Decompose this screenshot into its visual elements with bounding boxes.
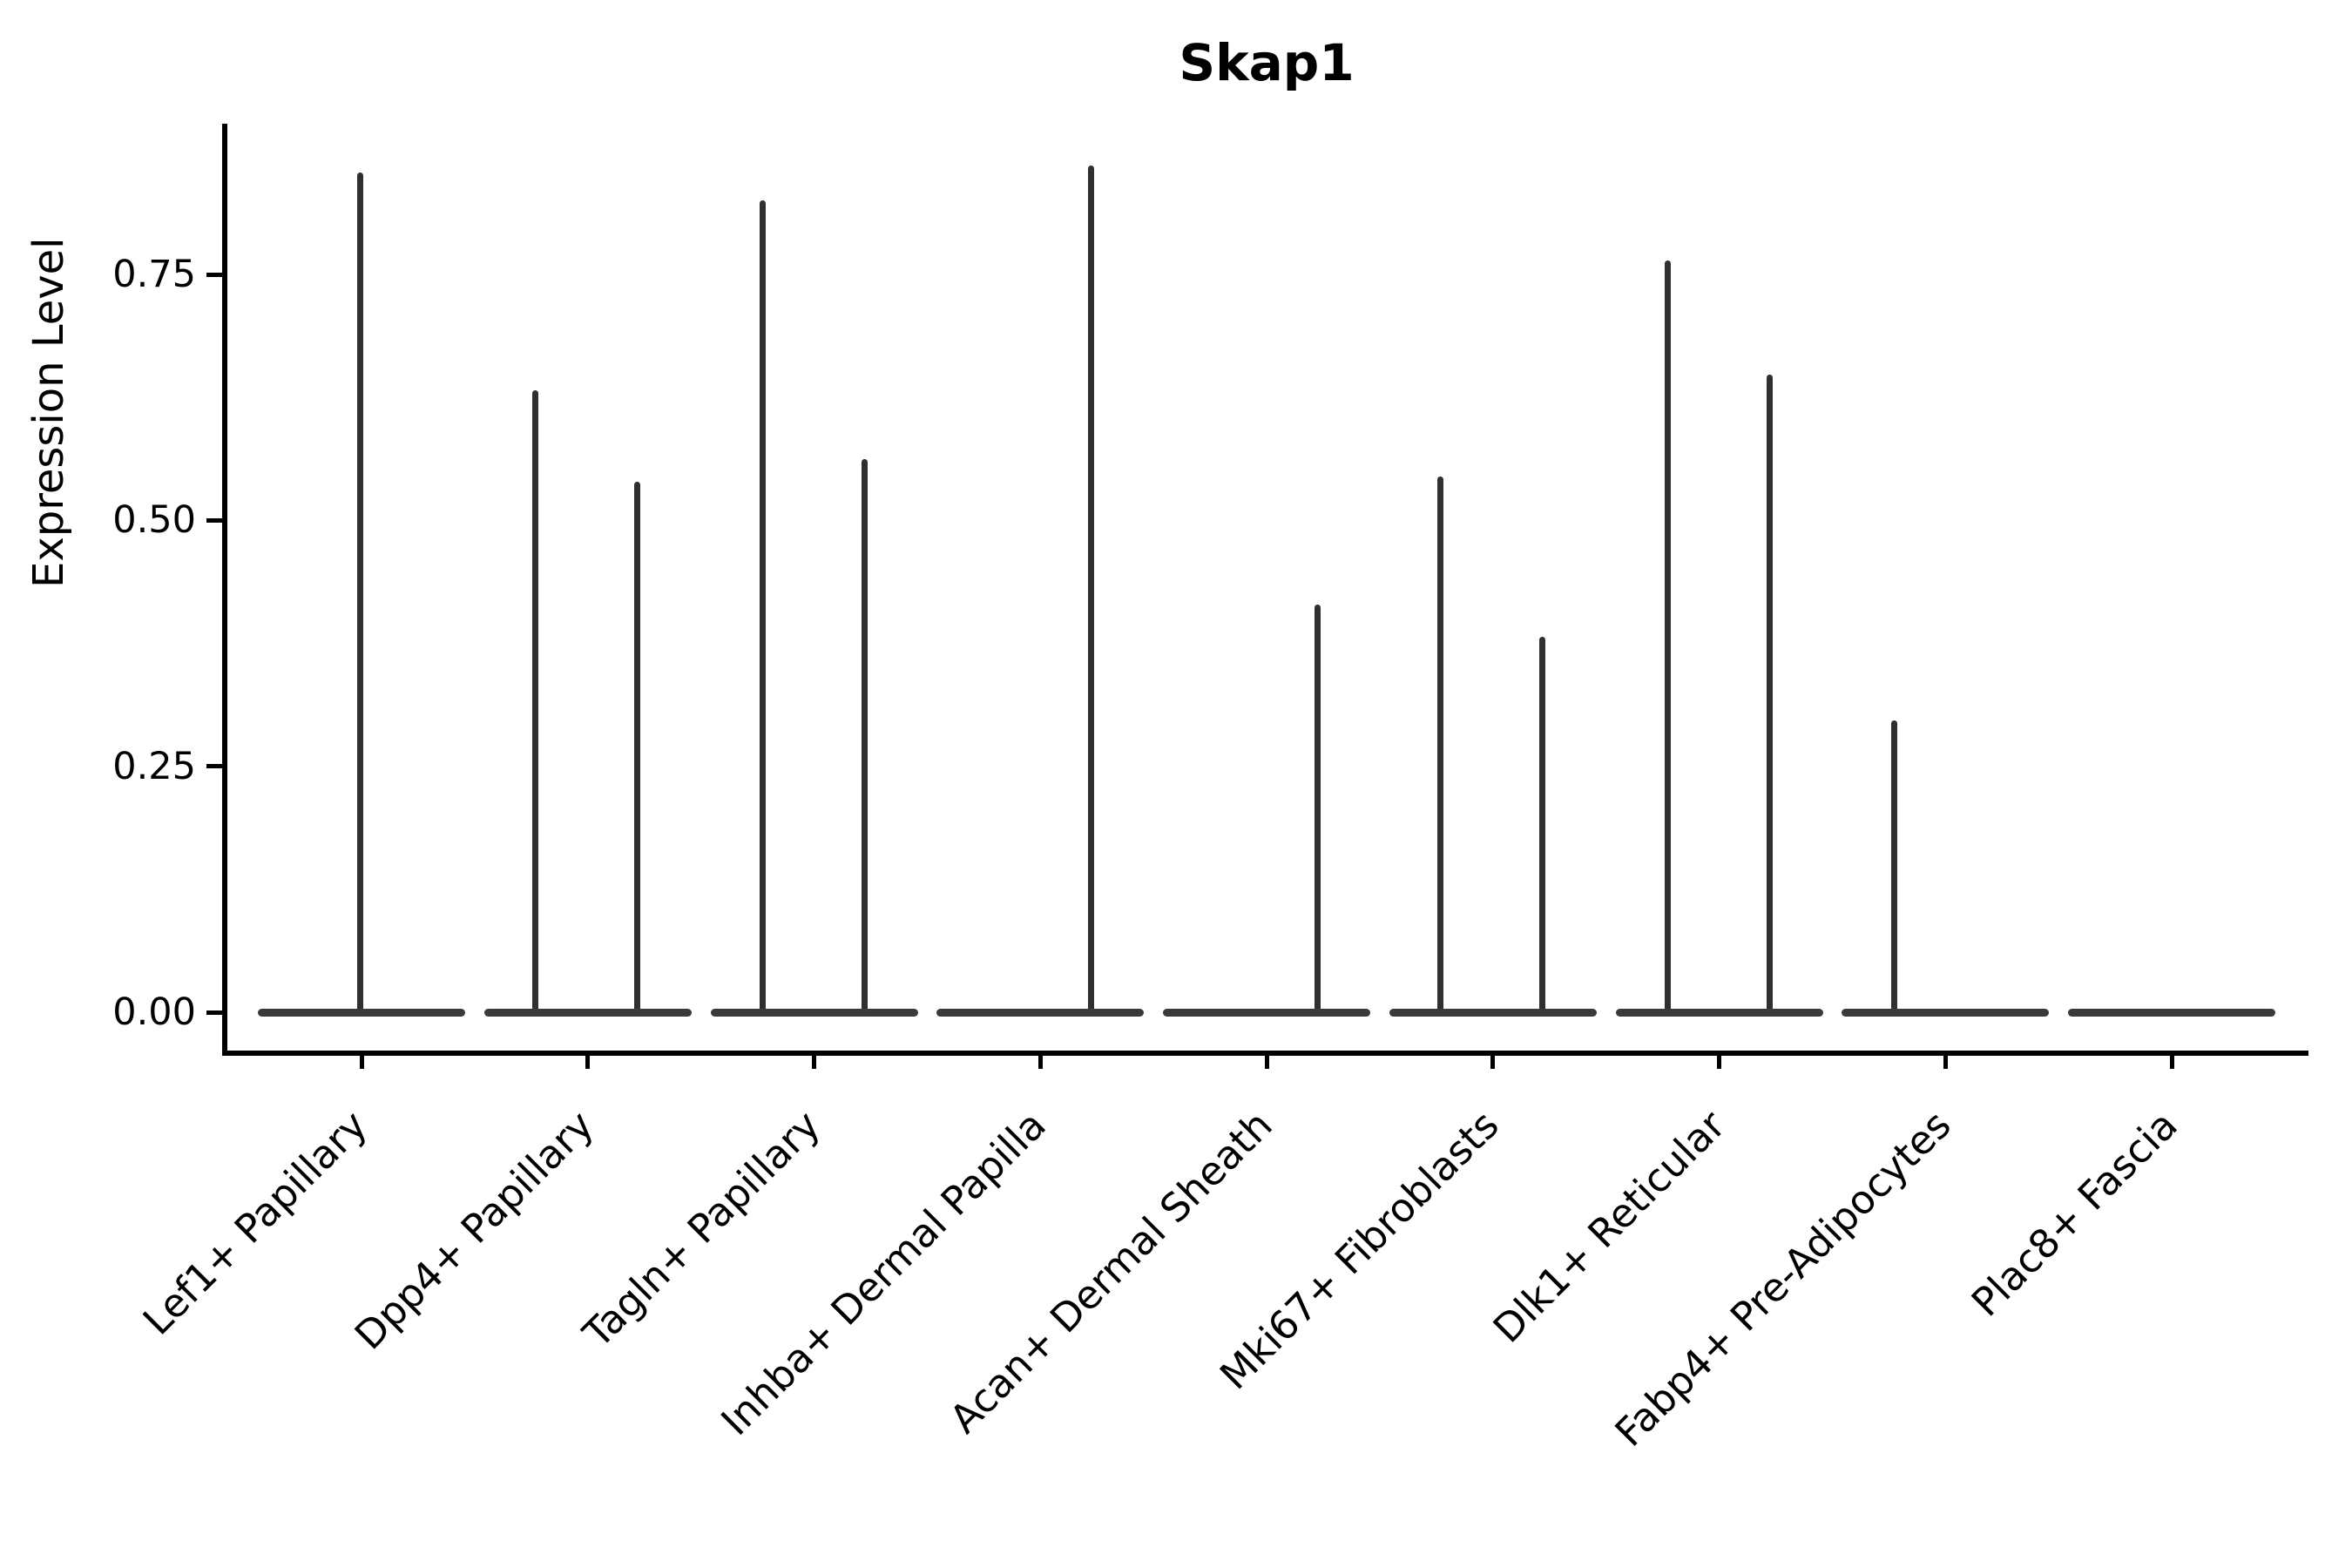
- violin-base: [483, 1008, 692, 1017]
- y-tick-label: 0.25: [112, 744, 196, 788]
- violin-base: [710, 1008, 918, 1017]
- x-tick-mark: [1264, 1053, 1269, 1069]
- y-tick-mark: [206, 764, 222, 769]
- x-tick-mark: [1037, 1053, 1043, 1069]
- violin-spike: [1314, 605, 1321, 1014]
- x-tick-label: Lef1+ Papillary: [133, 1101, 376, 1344]
- x-tick-label: Plac8+ Fascia: [1962, 1101, 2186, 1326]
- violin-spike: [760, 200, 766, 1014]
- x-tick-label: Dlk1+ Reticular: [1484, 1101, 1734, 1352]
- x-tick-label: Tagln+ Papillary: [573, 1101, 829, 1357]
- y-tick-label: 0.00: [112, 990, 196, 1034]
- violin-spike: [1087, 165, 1094, 1014]
- violin-base: [936, 1008, 1145, 1017]
- violin-spike: [862, 459, 868, 1014]
- violin-spike: [532, 390, 539, 1014]
- violin-spike: [356, 172, 363, 1014]
- x-tick-label: Dpp4+ Papillary: [345, 1101, 603, 1359]
- violin-spike: [1539, 636, 1546, 1014]
- violin-base: [2068, 1008, 2275, 1017]
- x-tick-mark: [1943, 1053, 1948, 1069]
- violin-spike: [1767, 375, 1773, 1014]
- violin-spike: [1437, 476, 1444, 1014]
- y-tick-label: 0.75: [112, 253, 196, 297]
- violin-spike: [634, 482, 641, 1014]
- x-tick-mark: [1717, 1053, 1721, 1069]
- y-tick-mark: [206, 517, 222, 523]
- violin-spike: [1890, 720, 1897, 1014]
- violin-base: [1842, 1008, 2050, 1017]
- x-tick-mark: [359, 1053, 364, 1069]
- x-tick-mark: [812, 1053, 816, 1069]
- violin-base: [258, 1008, 465, 1017]
- x-tick-mark: [2169, 1053, 2174, 1069]
- y-axis-spine: [222, 124, 227, 1056]
- x-tick-mark: [1490, 1053, 1496, 1069]
- y-tick-label: 0.50: [112, 498, 196, 543]
- chart-title: Skap1: [1179, 33, 1355, 92]
- violin-base: [1389, 1008, 1597, 1017]
- violin-spike: [1665, 260, 1671, 1014]
- y-tick-mark: [206, 272, 222, 277]
- x-tick-mark: [585, 1053, 591, 1069]
- violin-base: [1163, 1008, 1370, 1017]
- y-tick-mark: [206, 1010, 222, 1015]
- violin-base: [1615, 1008, 1823, 1017]
